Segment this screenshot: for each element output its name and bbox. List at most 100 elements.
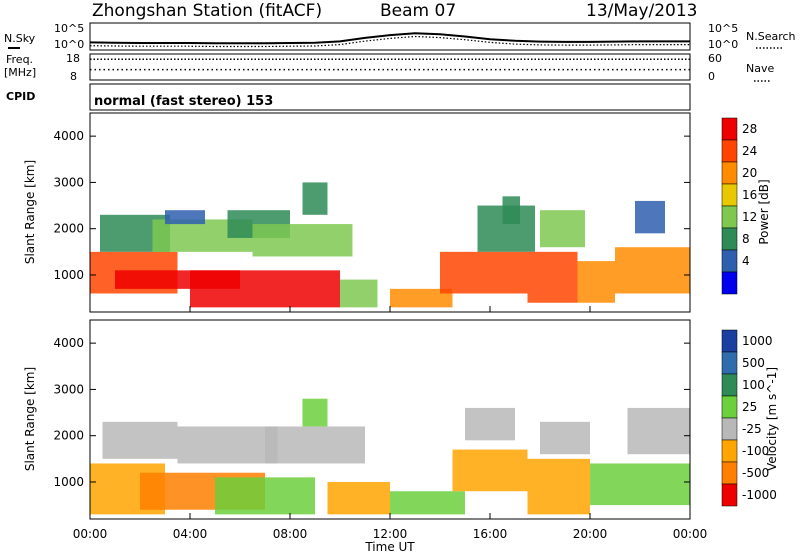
colorbar-swatch <box>721 183 738 207</box>
heatmap-cell <box>540 210 585 248</box>
colorbar-swatch <box>721 461 738 485</box>
colorbar-tick-label: -500 <box>742 466 769 480</box>
colorbar-tick-label: 8 <box>742 232 750 246</box>
y-tick-label: 3000 <box>53 382 84 396</box>
power-colorbar-ticks: 28 24 20 16 12 8 4 <box>742 122 757 268</box>
velocity-colorbar-ticks: 1000 500 100 25 -25 -100 -500 -1000 <box>742 334 777 502</box>
freq-tick-top: 18 <box>66 52 80 65</box>
heatmap-cell <box>527 458 590 515</box>
y-tick-label: 4000 <box>53 336 84 350</box>
colorbar-swatch <box>721 351 738 375</box>
colorbar-swatch <box>721 373 738 397</box>
nsky-series <box>89 32 690 48</box>
power-colorbar <box>721 117 738 295</box>
freq-panel <box>89 53 691 81</box>
x-tick-label: 00:00 <box>673 527 708 541</box>
y-tick-label: 4000 <box>53 129 84 143</box>
colorbar-tick-label: 1000 <box>742 334 773 348</box>
heatmap-cell <box>390 491 465 515</box>
heatmap-cell <box>540 421 590 455</box>
y-tick-label: 2000 <box>53 429 84 443</box>
velocity-yticks: 1000 2000 3000 4000 <box>53 336 690 489</box>
colorbar-swatch <box>721 117 738 141</box>
cpid-label: CPID <box>6 90 35 103</box>
y-tick-label: 2000 <box>53 222 84 236</box>
nsky-tick-bottom: 10^0 <box>54 38 84 51</box>
nsky-label: N.Sky <box>4 32 36 45</box>
heatmap-cell <box>527 251 578 303</box>
freq-tick-bottom: 8 <box>70 70 77 83</box>
heatmap-cell <box>635 200 665 234</box>
velocity-colorbar-label: Velocity [m s^-1] <box>765 367 779 471</box>
x-tick-label: 16:00 <box>473 527 508 541</box>
colorbar-tick-label: -25 <box>742 422 762 436</box>
heatmap-cell <box>165 210 205 225</box>
power-colorbar-label: Power [dB] <box>757 179 771 244</box>
colorbar-swatch <box>721 439 738 463</box>
velocity-colorbar <box>721 329 738 507</box>
colorbar-tick-label: 16 <box>742 188 757 202</box>
beam-label: Beam 07 <box>380 1 456 21</box>
heatmap-cell <box>215 477 315 515</box>
colorbar-tick-label: 24 <box>742 144 757 158</box>
power-heatmap <box>90 182 690 308</box>
heatmap-cell <box>390 288 453 308</box>
freq-label-2: [MHz] <box>4 66 36 79</box>
colorbar-swatch <box>721 205 738 229</box>
heatmap-cell <box>502 196 520 225</box>
colorbar-swatch <box>721 329 738 353</box>
colorbar-tick-label: 4 <box>742 254 750 268</box>
nsearch-tick-top: 10^5 <box>708 22 738 35</box>
velocity-ylabel: Slant Range [km] <box>23 367 37 471</box>
colorbar-swatch <box>721 161 738 185</box>
colorbar-tick-label: 100 <box>742 378 765 392</box>
x-tick-label: 00:00 <box>73 527 108 541</box>
nsearch-tick-bottom: 10^0 <box>708 38 738 51</box>
heatmap-cell <box>590 463 690 506</box>
power-yticks: 1000 2000 3000 4000 <box>53 129 690 282</box>
nsky-tick-top: 10^5 <box>54 22 84 35</box>
nsearch-line <box>89 35 690 48</box>
colorbar-swatch <box>721 139 738 163</box>
heatmap-cell <box>440 251 528 294</box>
heatmap-cell <box>615 247 690 294</box>
power-ylabel: Slant Range [km] <box>23 160 37 264</box>
heatmap-cell <box>190 270 340 308</box>
colorbar-swatch <box>721 249 738 273</box>
colorbar-tick-label: -1000 <box>742 488 777 502</box>
heatmap-cell <box>465 407 515 441</box>
freq-label-1: Freq. <box>6 53 33 66</box>
colorbar-tick-label: 28 <box>742 122 757 136</box>
nave-label: Nave <box>746 62 774 75</box>
x-tick-label: 12:00 <box>373 527 408 541</box>
colorbar-tick-label: 500 <box>742 356 765 370</box>
y-tick-label: 3000 <box>53 175 84 189</box>
heatmap-cell <box>265 426 365 464</box>
cpid-panel <box>89 83 691 111</box>
nsky-line <box>89 32 690 45</box>
nave-tick-top: 60 <box>708 52 722 65</box>
cpid-text: normal (fast stereo) 153 <box>94 94 273 109</box>
nsearch-label: N.Search <box>746 30 796 43</box>
heatmap-cell <box>102 421 178 459</box>
x-tick-label: 20:00 <box>573 527 608 541</box>
velocity-heatmap <box>90 398 690 515</box>
x-tick-label: 08:00 <box>273 527 308 541</box>
colorbar-tick-label: 20 <box>742 166 757 180</box>
heatmap-cell <box>577 261 615 303</box>
colorbar-swatch <box>721 417 738 441</box>
heatmap-cell <box>340 279 378 308</box>
colorbar-tick-label: 25 <box>742 400 757 414</box>
heatmap-cell <box>252 224 353 257</box>
nave-tick-bottom: 0 <box>708 70 715 83</box>
colorbar-swatch <box>721 271 738 295</box>
colorbar-tick-label: -100 <box>742 444 769 458</box>
heatmap-cell <box>627 407 690 455</box>
time-axis-label: Time UT <box>364 540 415 554</box>
time-axis-ticks: 00:00 04:00 08:00 12:00 16:00 20:00 00:00 <box>73 306 708 541</box>
heatmap-cell <box>452 449 528 492</box>
x-tick-label: 04:00 <box>173 527 208 541</box>
colorbar-swatch <box>721 483 738 507</box>
y-tick-label: 1000 <box>53 475 84 489</box>
